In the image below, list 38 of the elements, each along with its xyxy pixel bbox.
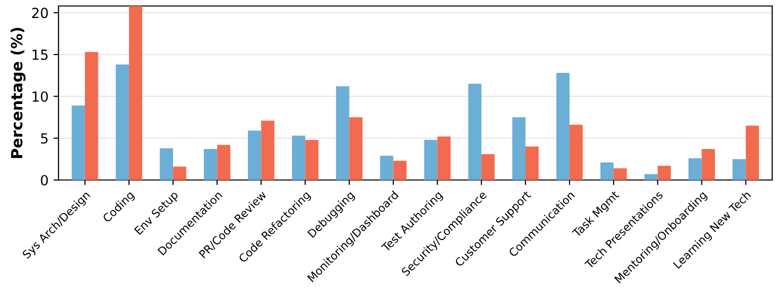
bar — [424, 140, 438, 180]
bar — [481, 154, 495, 180]
bar — [336, 86, 350, 180]
bar — [702, 149, 715, 180]
bar — [512, 117, 526, 180]
bar — [570, 124, 583, 180]
bar — [349, 117, 362, 180]
bar — [380, 156, 394, 180]
bar — [556, 72, 570, 180]
y-tick-label: 20 — [32, 8, 48, 18]
bar — [248, 130, 262, 180]
y-tick-label: 15 — [32, 50, 48, 60]
bar — [746, 126, 759, 180]
bar — [732, 159, 746, 180]
bar — [600, 162, 614, 180]
bar — [437, 136, 451, 180]
bar — [84, 52, 98, 180]
bar — [204, 149, 218, 180]
bar — [116, 64, 129, 180]
bar — [468, 84, 482, 180]
bar — [525, 146, 539, 180]
bar — [393, 160, 407, 180]
bar — [658, 166, 671, 180]
y-tick-label: 0 — [40, 174, 48, 186]
bar — [305, 140, 318, 180]
bar — [217, 144, 230, 180]
bar — [72, 106, 85, 180]
y-tick-label: 5 — [41, 133, 48, 144]
bar — [644, 174, 658, 180]
bar — [160, 148, 174, 180]
bar — [128, 6, 142, 180]
bar — [292, 136, 306, 180]
y-tick-label: 10 — [32, 91, 48, 102]
bar — [261, 120, 274, 180]
bar — [173, 166, 186, 180]
y-axis-title: Percentage (%) — [10, 28, 26, 158]
bar — [614, 168, 627, 180]
bar — [688, 158, 702, 180]
